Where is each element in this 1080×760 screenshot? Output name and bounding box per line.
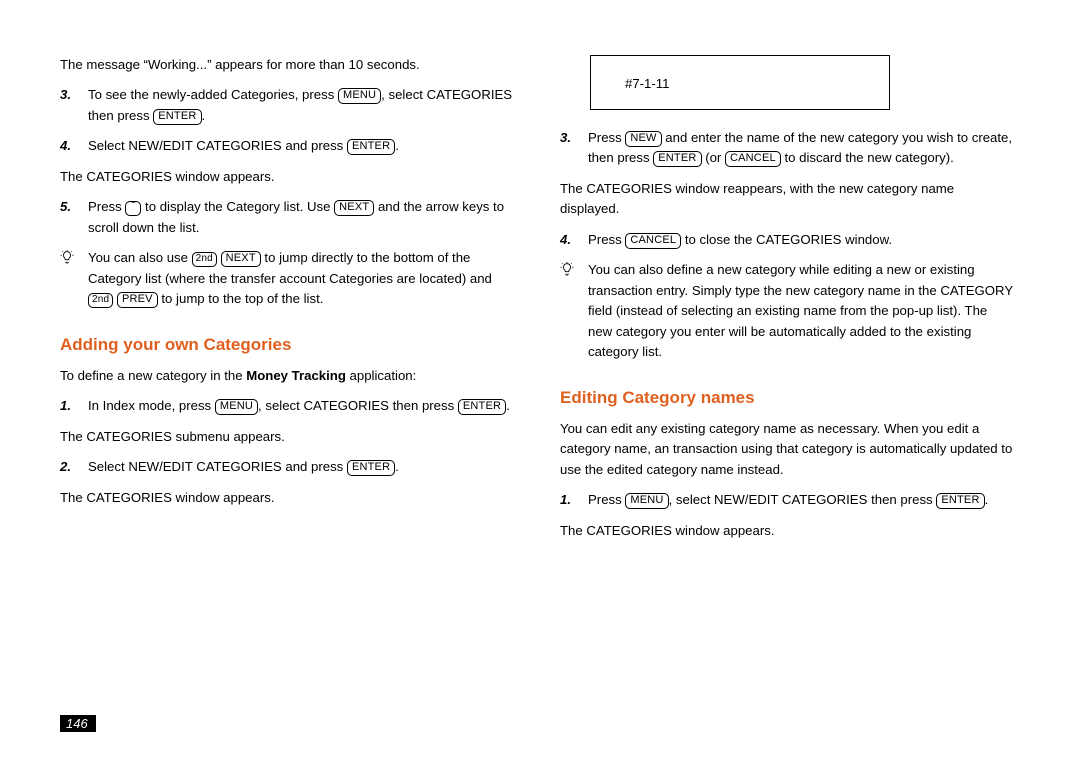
- bold-text: Money Tracking: [246, 368, 346, 383]
- text-fragment: Press: [588, 492, 625, 507]
- text-fragment: To see the newly-added Categories, press: [88, 87, 338, 102]
- enter-key-icon: ENTER: [936, 493, 984, 509]
- step-text: Select NEW/EDIT CATEGORIES and press ENT…: [88, 457, 515, 477]
- text-fragment: Select NEW/EDIT CATEGORIES and press: [88, 138, 347, 153]
- step-text: Press MENU, select NEW/EDIT CATEGORIES t…: [588, 490, 1015, 510]
- lightbulb-icon: [560, 260, 588, 362]
- step-text: Select NEW/EDIT CATEGORIES and press ENT…: [88, 136, 515, 156]
- step-text: In Index mode, press MENU, select CATEGO…: [88, 396, 515, 416]
- text-fragment: Press: [88, 199, 125, 214]
- enter-key-icon: ENTER: [653, 151, 701, 167]
- new-key-icon: NEW: [625, 131, 661, 147]
- lightbulb-icon: [60, 248, 88, 309]
- text-fragment: to discard the new category).: [781, 150, 954, 165]
- text-fragment: .: [395, 138, 399, 153]
- step-1: 1. Press MENU, select NEW/EDIT CATEGORIE…: [560, 490, 1015, 510]
- manual-page: The message “Working...” appears for mor…: [0, 0, 1080, 760]
- tip-block: You can also define a new category while…: [560, 260, 1015, 362]
- step-number: 3.: [560, 128, 588, 169]
- section-heading: Editing Category names: [560, 385, 1015, 411]
- menu-key-icon: MENU: [215, 399, 258, 415]
- menu-key-icon: MENU: [625, 493, 668, 509]
- body-text: The CATEGORIES window reappears, with th…: [560, 179, 1015, 220]
- body-text: The CATEGORIES window appears.: [560, 521, 1015, 541]
- blank-key-icon: ‾: [125, 201, 141, 216]
- body-text: You can edit any existing category name …: [560, 419, 1015, 480]
- step-4: 4. Select NEW/EDIT CATEGORIES and press …: [60, 136, 515, 156]
- text-fragment: to close the CATEGORIES window.: [681, 232, 892, 247]
- reference-number: #7-1-11: [625, 76, 669, 91]
- step-text: Press ‾ to display the Category list. Us…: [88, 197, 515, 238]
- page-number-badge: 146: [60, 715, 96, 732]
- step-3: 3. Press NEW and enter the name of the n…: [560, 128, 1015, 169]
- enter-key-icon: ENTER: [347, 460, 395, 476]
- menu-key-icon: MENU: [338, 88, 381, 104]
- next-key-icon: NEXT: [334, 200, 374, 216]
- step-number: 5.: [60, 197, 88, 238]
- step-number: 4.: [560, 230, 588, 250]
- text-fragment: .: [202, 108, 206, 123]
- body-text: The CATEGORIES window appears.: [60, 488, 515, 508]
- step-4: 4. Press CANCEL to close the CATEGORIES …: [560, 230, 1015, 250]
- enter-key-icon: ENTER: [347, 139, 395, 155]
- step-number: 4.: [60, 136, 88, 156]
- text-fragment: You can also use: [88, 250, 192, 265]
- section-heading: Adding your own Categories: [60, 332, 515, 358]
- text-fragment: (or: [702, 150, 725, 165]
- next-key-icon: NEXT: [221, 251, 261, 267]
- step-1: 1. In Index mode, press MENU, select CAT…: [60, 396, 515, 416]
- cancel-key-icon: CANCEL: [725, 151, 781, 167]
- text-fragment: to jump to the top of the list.: [158, 291, 324, 306]
- step-number: 1.: [60, 396, 88, 416]
- body-text: The CATEGORIES window appears.: [60, 167, 515, 187]
- step-number: 1.: [560, 490, 588, 510]
- step-2: 2. Select NEW/EDIT CATEGORIES and press …: [60, 457, 515, 477]
- text-fragment: Select NEW/EDIT CATEGORIES and press: [88, 459, 347, 474]
- body-text: The CATEGORIES submenu appears.: [60, 427, 515, 447]
- step-5: 5. Press ‾ to display the Category list.…: [60, 197, 515, 238]
- text-fragment: To define a new category in the: [60, 368, 246, 383]
- text-fragment: , select CATEGORIES then press: [258, 398, 458, 413]
- text-fragment: In Index mode, press: [88, 398, 215, 413]
- body-text: The message “Working...” appears for mor…: [60, 55, 515, 75]
- left-column: The message “Working...” appears for mor…: [60, 55, 515, 730]
- text-fragment: .: [506, 398, 510, 413]
- text-fragment: .: [395, 459, 399, 474]
- tip-text: You can also define a new category while…: [588, 260, 1015, 362]
- step-text: To see the newly-added Categories, press…: [88, 85, 515, 126]
- body-text: To define a new category in the Money Tr…: [60, 366, 515, 386]
- text-fragment: application:: [346, 368, 416, 383]
- right-column: #7-1-11 3. Press NEW and enter the name …: [560, 55, 1015, 730]
- enter-key-icon: ENTER: [153, 109, 201, 125]
- cancel-key-icon: CANCEL: [625, 233, 681, 249]
- text-fragment: Press: [588, 130, 625, 145]
- step-text: Press CANCEL to close the CATEGORIES win…: [588, 230, 1015, 250]
- text-fragment: to display the Category list. Use: [141, 199, 334, 214]
- second-key-icon: 2nd: [88, 293, 113, 308]
- second-key-icon: 2nd: [192, 252, 217, 267]
- step-3: 3. To see the newly-added Categories, pr…: [60, 85, 515, 126]
- prev-key-icon: PREV: [117, 292, 158, 308]
- step-number: 2.: [60, 457, 88, 477]
- step-text: Press NEW and enter the name of the new …: [588, 128, 1015, 169]
- step-number: 3.: [60, 85, 88, 126]
- text-fragment: Press: [588, 232, 625, 247]
- tip-text: You can also use 2nd NEXT to jump direct…: [88, 248, 515, 309]
- text-fragment: .: [985, 492, 989, 507]
- reference-box: #7-1-11: [590, 55, 890, 110]
- tip-block: You can also use 2nd NEXT to jump direct…: [60, 248, 515, 309]
- enter-key-icon: ENTER: [458, 399, 506, 415]
- text-fragment: , select NEW/EDIT CATEGORIES then press: [669, 492, 937, 507]
